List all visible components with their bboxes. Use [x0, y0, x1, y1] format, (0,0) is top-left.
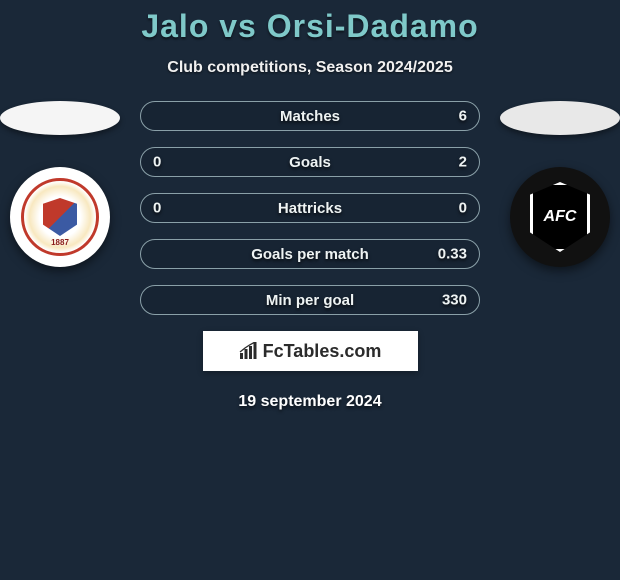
- stat-row-min-per-goal: Min per goal 330: [140, 285, 480, 315]
- stat-row-goals-per-match: Goals per match 0.33: [140, 239, 480, 269]
- right-player-column: AFC: [500, 101, 620, 267]
- barnsley-crest-icon: [21, 178, 99, 256]
- stat-row-goals: 0 Goals 2: [140, 147, 480, 177]
- stat-right-value: 2: [459, 154, 467, 171]
- shield-icon: [43, 198, 77, 236]
- subtitle: Club competitions, Season 2024/2025: [0, 59, 620, 77]
- stat-right-value: 6: [459, 108, 467, 125]
- bar-chart-icon: [239, 342, 259, 360]
- stat-right-value: 0.33: [438, 246, 467, 263]
- stats-table: Matches 6 0 Goals 2 0 Hattricks 0 Goals …: [140, 101, 480, 315]
- stat-right-value: 0: [459, 200, 467, 217]
- page-title: Jalo vs Orsi-Dadamo: [0, 0, 620, 45]
- right-club-crest: AFC: [510, 167, 610, 267]
- stat-label: Matches: [280, 108, 340, 125]
- right-country-flag: [500, 101, 620, 135]
- stat-label: Goals: [289, 154, 331, 171]
- stat-label: Min per goal: [266, 292, 354, 309]
- logo-label: FcTables.com: [263, 341, 382, 362]
- stat-label: Goals per match: [251, 246, 369, 263]
- fctables-logo[interactable]: FcTables.com: [203, 331, 418, 371]
- stat-row-matches: Matches 6: [140, 101, 480, 131]
- stat-row-hattricks: 0 Hattricks 0: [140, 193, 480, 223]
- stat-label: Hattricks: [278, 200, 342, 217]
- date: 19 september 2024: [0, 393, 620, 411]
- left-player-column: [0, 101, 120, 267]
- left-country-flag: [0, 101, 120, 135]
- logo-text: FcTables.com: [239, 341, 382, 362]
- left-club-crest: [10, 167, 110, 267]
- stat-left-value: 0: [153, 200, 161, 217]
- stat-left-value: 0: [153, 154, 161, 171]
- stat-right-value: 330: [442, 292, 467, 309]
- afc-crest-icon: AFC: [530, 182, 590, 252]
- comparison-content: AFC Matches 6 0 Goals 2 0 Hattricks 0 Go…: [0, 101, 620, 411]
